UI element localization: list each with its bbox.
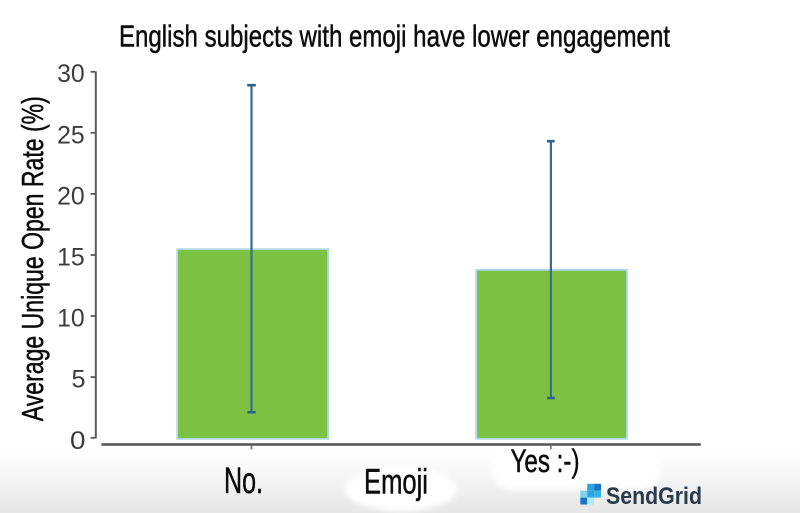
- svg-text:English subjects with emoji ha: English subjects with emoji have lower e…: [119, 19, 670, 54]
- svg-text:15: 15: [57, 244, 85, 271]
- svg-text:0: 0: [70, 428, 86, 455]
- svg-text:No.: No.: [224, 460, 263, 501]
- svg-text:Emoji: Emoji: [364, 463, 428, 502]
- svg-text:Average Unique Open Rate (%): Average Unique Open Rate (%): [16, 96, 50, 421]
- svg-text:30: 30: [57, 61, 85, 88]
- svg-text:Yes :-): Yes :-): [511, 443, 580, 479]
- svg-text:20: 20: [57, 183, 85, 210]
- svg-text:25: 25: [57, 122, 85, 149]
- svg-text:SendGrid: SendGrid: [606, 483, 702, 510]
- svg-text:10: 10: [57, 305, 85, 332]
- svg-text:5: 5: [72, 367, 86, 394]
